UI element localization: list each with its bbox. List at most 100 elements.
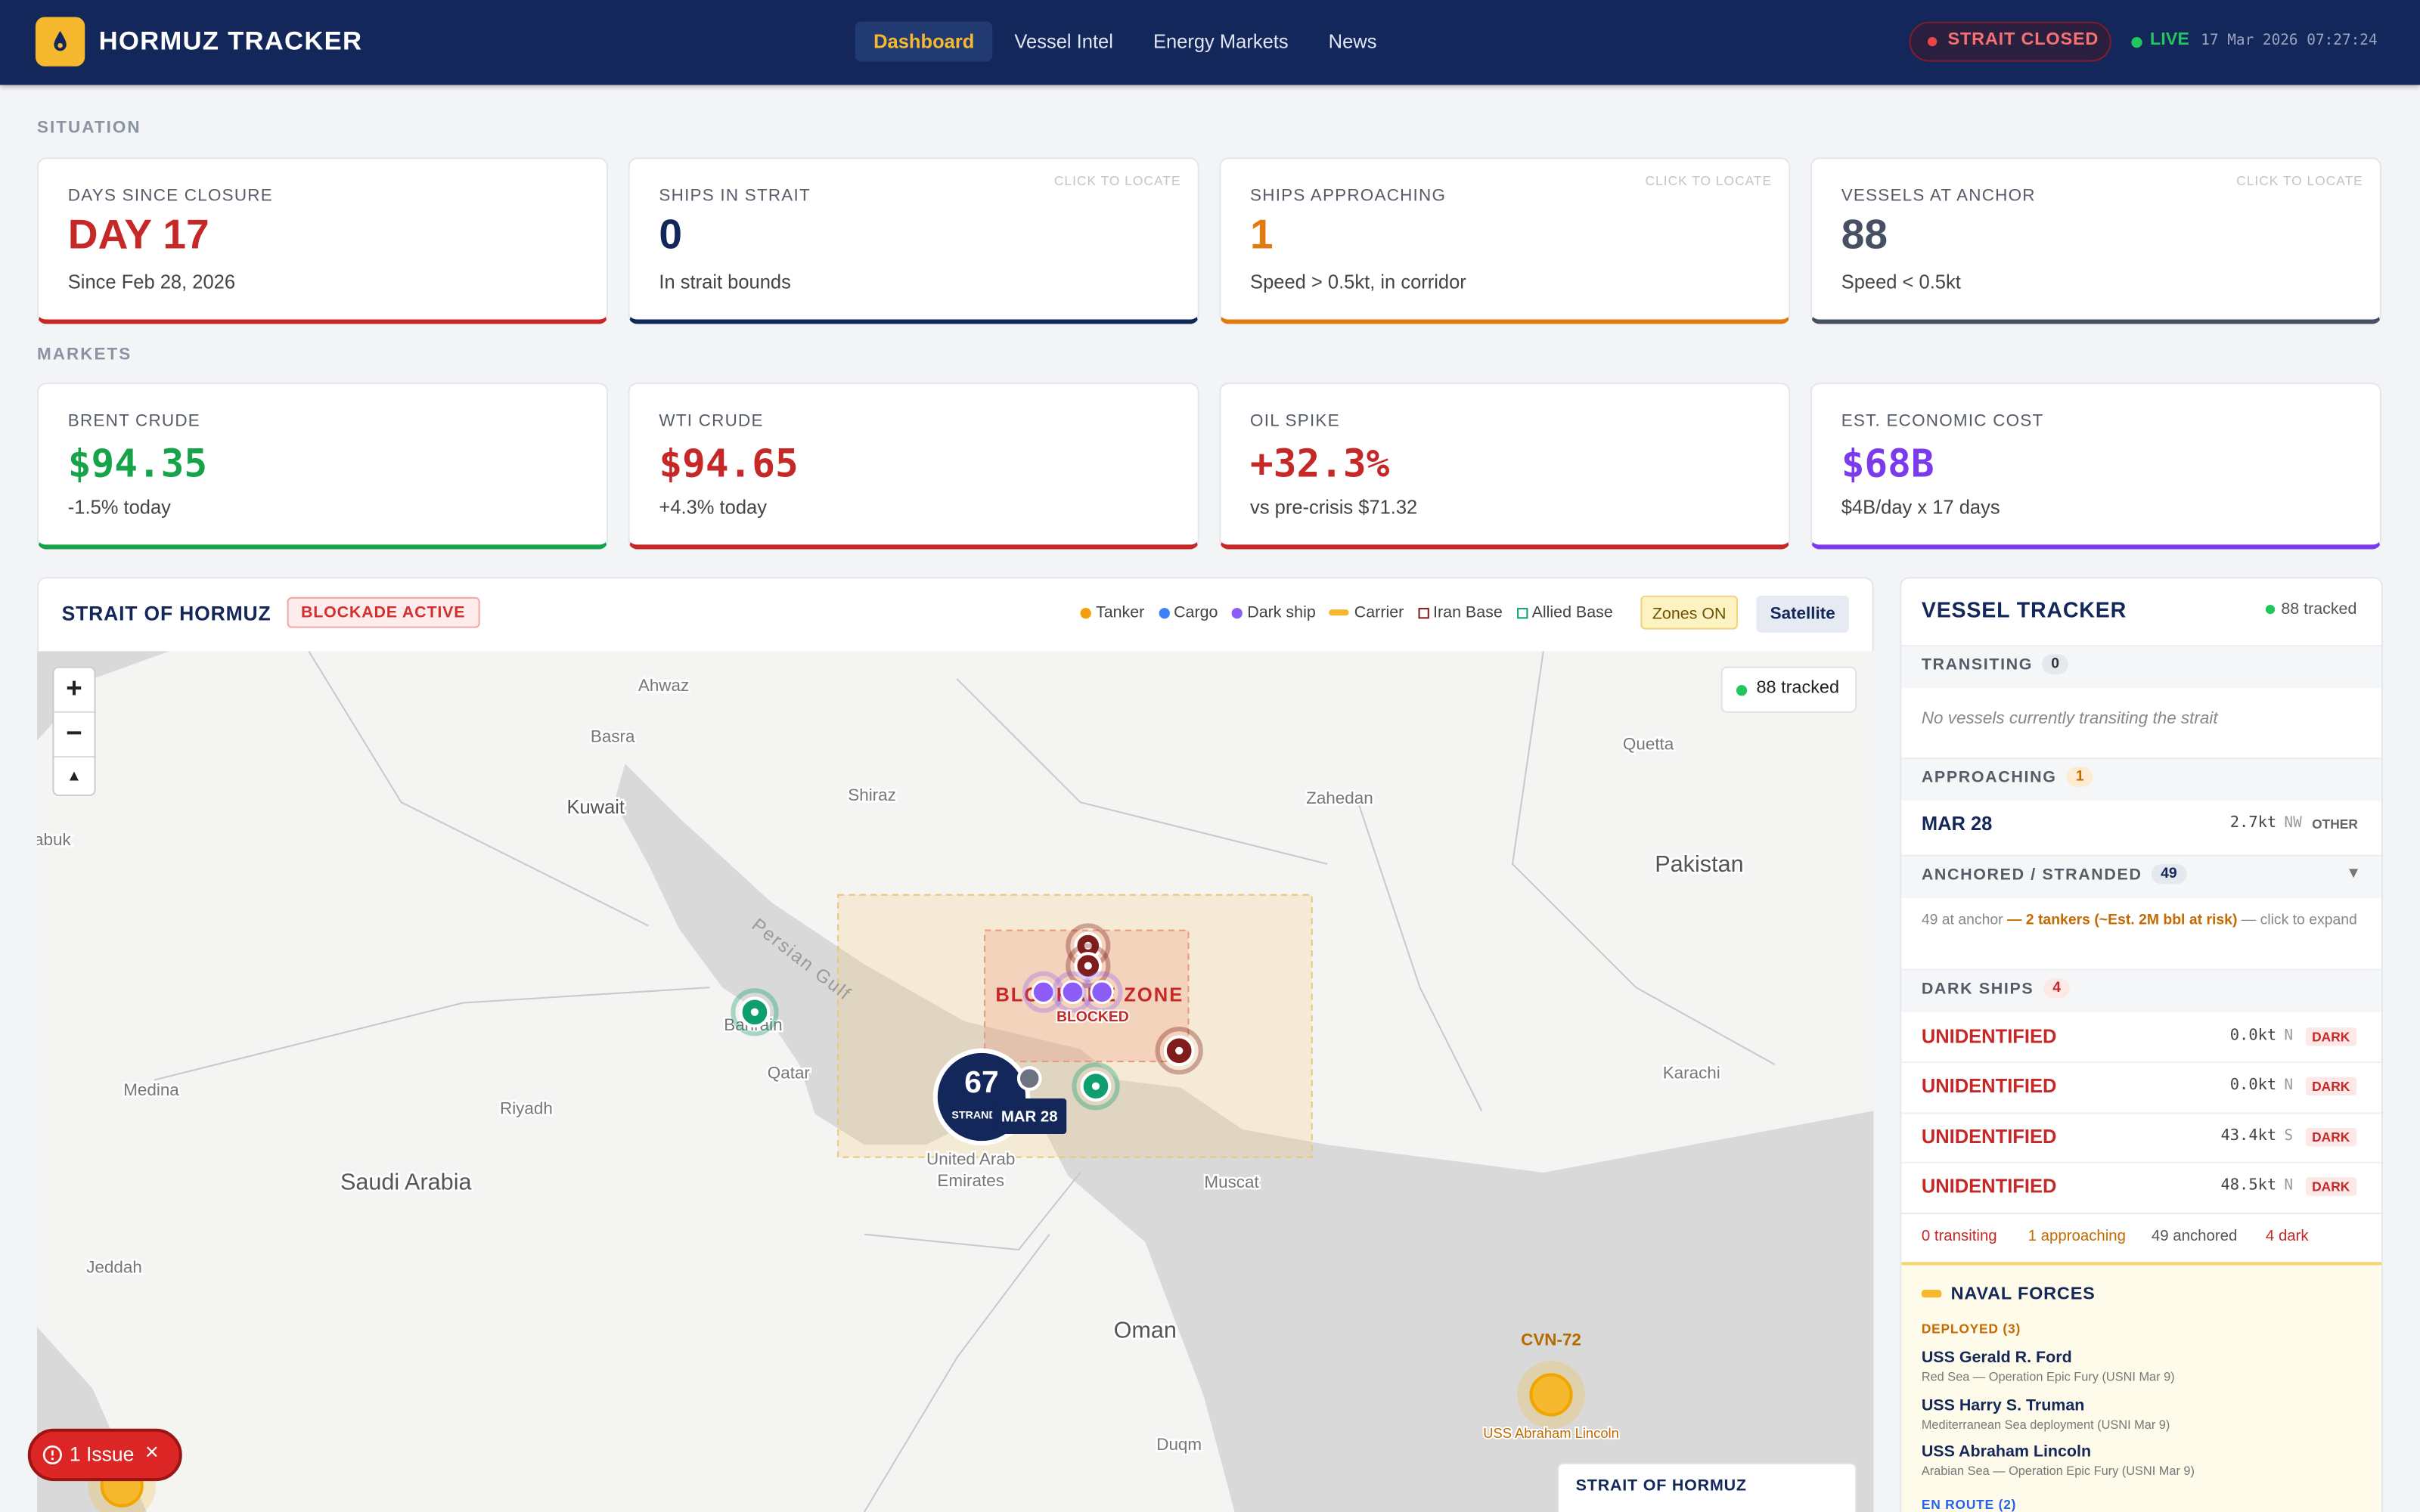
map-title: STRAIT OF HORMUZ: [61, 601, 271, 625]
status-text: STRAIT CLOSED: [1947, 30, 2099, 50]
place-label: Oman: [1114, 1317, 1177, 1343]
summary-item: 1 approaching: [2028, 1228, 2127, 1245]
issue-button[interactable]: [27, 1428, 182, 1482]
card: [1810, 383, 2381, 550]
reset-north[interactable]: ▲: [66, 768, 82, 785]
place-label: Duqm: [1156, 1435, 1202, 1454]
legend-swatch: [1417, 607, 1429, 618]
zones-button[interactable]: Zones ON: [1640, 595, 1738, 630]
map[interactable]: Ahwaz Basra Kuwait Shiraz Zahedan Quetta Pakis…: [36, 651, 1874, 1512]
vessel-tag: OTHER: [2312, 816, 2358, 832]
vessel-speed: 43.4kt: [2220, 1127, 2277, 1145]
tracked-text: 88 tracked: [2281, 600, 2357, 619]
dark-ship: [1031, 980, 1056, 1005]
nav-item[interactable]: Energy Markets: [1153, 30, 1289, 53]
section-header: [1901, 645, 2381, 689]
legend-swatch: [1080, 607, 1091, 618]
carrier-code: CVN-72: [1521, 1331, 1581, 1349]
card: [628, 383, 1199, 550]
vessel-tag: DARK: [2305, 1027, 2356, 1046]
card-sub: Speed < 0.5kt: [1841, 271, 1961, 293]
naval-icon: [1921, 1290, 1942, 1298]
vessel-name[interactable]: UNIDENTIFIED: [1921, 1076, 2057, 1098]
card-value: 0: [659, 211, 683, 258]
empty-text: No vessels currently transiting the stra…: [1921, 709, 2218, 729]
card: [1219, 383, 1791, 550]
legend-label: Iran Base: [1433, 603, 1503, 622]
vessel-tag: DARK: [2305, 1127, 2356, 1146]
vessel-dir: N: [2284, 1077, 2294, 1095]
legend-item: Tanker: [1080, 603, 1145, 622]
card[interactable]: [1810, 157, 2381, 324]
marker-ring: [1155, 1027, 1203, 1075]
section-label: TRANSITING: [1921, 655, 2034, 674]
nav-item[interactable]: News: [1328, 30, 1377, 53]
card-value: $94.35: [67, 441, 208, 486]
place-label: Riyadh: [500, 1098, 553, 1117]
zoom-controls: + − ▲: [52, 666, 96, 797]
warning-zone: [837, 894, 1313, 1158]
card[interactable]: [1219, 157, 1791, 324]
summary-divider: [1901, 1213, 2381, 1215]
vessel-speed: 2.7kt: [2229, 814, 2277, 832]
ship-note: Arabian Sea — Operation Epic Fury (USNI …: [1921, 1464, 2195, 1479]
nav-item[interactable]: Dashboard: [855, 21, 993, 62]
card-value: $94.65: [659, 441, 799, 486]
status-pill[interactable]: [1909, 21, 2111, 62]
card[interactable]: [628, 157, 1199, 324]
section-label: APPROACHING: [1921, 768, 2057, 787]
section-label: MARKETS: [36, 345, 132, 364]
place-label: Qatar: [768, 1063, 811, 1082]
legend-swatch: [1231, 607, 1243, 618]
vessel: [1016, 1066, 1042, 1091]
vessel-name[interactable]: UNIDENTIFIED: [1921, 1175, 2057, 1198]
cluster-count: 67: [964, 1064, 998, 1099]
ship-name: USS Harry S. Truman: [1921, 1395, 2085, 1414]
naval-enroute: EN ROUTE (2): [1921, 1496, 2017, 1512]
place-label: Shiraz: [848, 785, 896, 804]
zoom-out[interactable]: −: [54, 713, 95, 758]
place-label: United Arab: [926, 1150, 1015, 1169]
legend-label: Tanker: [1095, 603, 1145, 622]
vessel-name[interactable]: UNIDENTIFIED: [1921, 1026, 2057, 1048]
naval-title: NAVAL FORCES: [1950, 1284, 2096, 1304]
issue-close[interactable]: ×: [144, 1439, 159, 1466]
live-dot: [2131, 36, 2142, 48]
tracked-dot: [2265, 604, 2276, 615]
marker-core: [1091, 1082, 1100, 1090]
dark-ship: [1060, 980, 1085, 1005]
card-hint: CLICK TO LOCATE: [1053, 172, 1181, 188]
legend-label: Carrier: [1354, 603, 1404, 622]
place-label: Basra: [591, 727, 635, 745]
card-label: SHIPS IN STRAIT: [659, 186, 811, 206]
satellite-button[interactable]: Satellite: [1756, 595, 1849, 633]
nav-item[interactable]: Vessel Intel: [1014, 30, 1113, 53]
ship-name: USS Abraham Lincoln: [1921, 1442, 2092, 1461]
card: [36, 383, 609, 550]
legend: Tanker Cargo Dark ship Carrier Iran Base Alli…: [1080, 603, 1613, 622]
place-label: Karachi: [1663, 1063, 1720, 1082]
ship-note: Red Sea — Operation Epic Fury (USNI Mar …: [1921, 1370, 2175, 1384]
note-highlight: — 2 tankers (~Est. 2M bbl at risk): [2007, 912, 2238, 929]
nav: Dashboard Vessel Intel Energy Markets News: [855, 21, 1398, 62]
card-label: SHIPS APPROACHING: [1250, 186, 1447, 206]
vessel-name[interactable]: MAR 28: [1921, 813, 1993, 835]
brand: HORMUZ TRACKER: [98, 26, 363, 56]
vessel-name[interactable]: UNIDENTIFIED: [1921, 1125, 2057, 1148]
place-label: Saudi Arabia: [340, 1169, 473, 1194]
vessel-speed: 48.5kt: [2220, 1176, 2277, 1194]
vessel-dir: S: [2284, 1127, 2294, 1145]
section-label: SITUATION: [36, 119, 141, 138]
legend-label: Allied Base: [1531, 603, 1613, 622]
place-label: abuk: [37, 830, 72, 849]
marker-ring: [731, 988, 779, 1036]
ship-note: Mediterranean Sea deployment (USNI Mar 9…: [1921, 1417, 2170, 1431]
card-sub: $4B/day x 17 days: [1841, 497, 2000, 519]
vessel-dir: N: [2284, 1176, 2294, 1194]
place-label: Muscat: [1204, 1173, 1259, 1191]
summary-item: 0 transiting: [1921, 1228, 1997, 1245]
zoom-in[interactable]: +: [54, 668, 95, 713]
legend-item: Carrier: [1329, 603, 1404, 621]
marker-core: [750, 1008, 759, 1016]
card-hint: CLICK TO LOCATE: [1645, 172, 1773, 188]
